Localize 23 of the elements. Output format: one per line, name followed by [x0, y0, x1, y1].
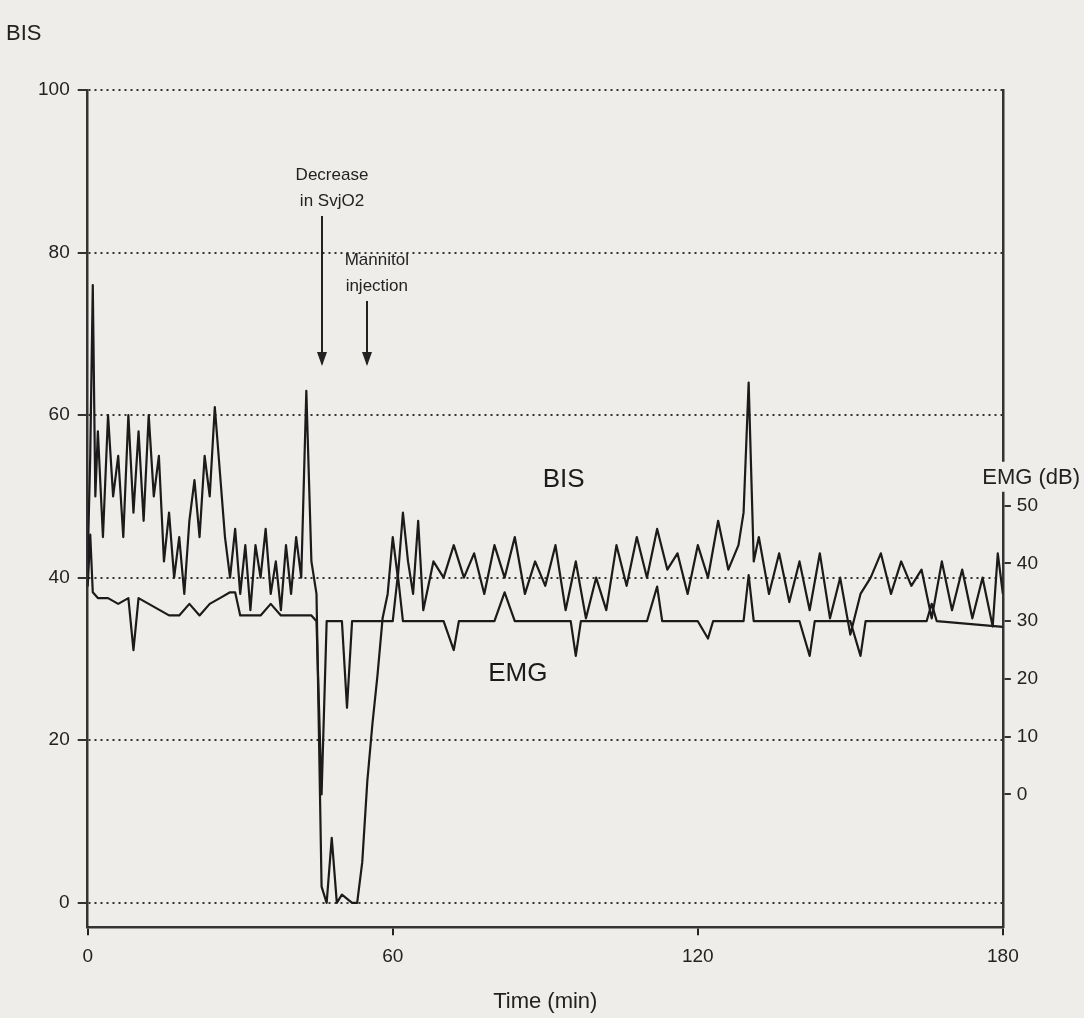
- y-tick-label: 60: [48, 403, 70, 425]
- y2-tick-label: 0: [1016, 782, 1028, 804]
- y-tick-label: 40: [48, 565, 70, 587]
- y-axis-title: BIS: [6, 20, 42, 45]
- y2-tick-label: 10: [1016, 724, 1039, 746]
- x-tick-label: 0: [82, 944, 93, 966]
- y2-tick-label: 20: [1016, 667, 1039, 689]
- y2-tick-label: 40: [1016, 551, 1039, 573]
- y-tick-label: 80: [48, 240, 70, 262]
- y2-tick-label: 30: [1016, 609, 1039, 631]
- y2-axis-title: EMG (dB): [982, 463, 1080, 489]
- y-tick-label: 20: [48, 728, 70, 750]
- x-tick-label: 60: [382, 944, 404, 966]
- annotation: Mannitol injection: [344, 250, 409, 296]
- annotation: Decrease in SvjO2: [295, 165, 369, 211]
- x-axis-title: Time (min): [493, 988, 598, 1013]
- y-tick-label: 100: [38, 78, 70, 100]
- series-label: EMG: [488, 657, 548, 688]
- x-tick-label: 120: [681, 944, 714, 966]
- series-label: BIS: [542, 463, 585, 494]
- y2-tick-label: 50: [1016, 493, 1039, 515]
- x-tick-label: 180: [987, 944, 1019, 966]
- y-tick-label: 0: [59, 891, 70, 913]
